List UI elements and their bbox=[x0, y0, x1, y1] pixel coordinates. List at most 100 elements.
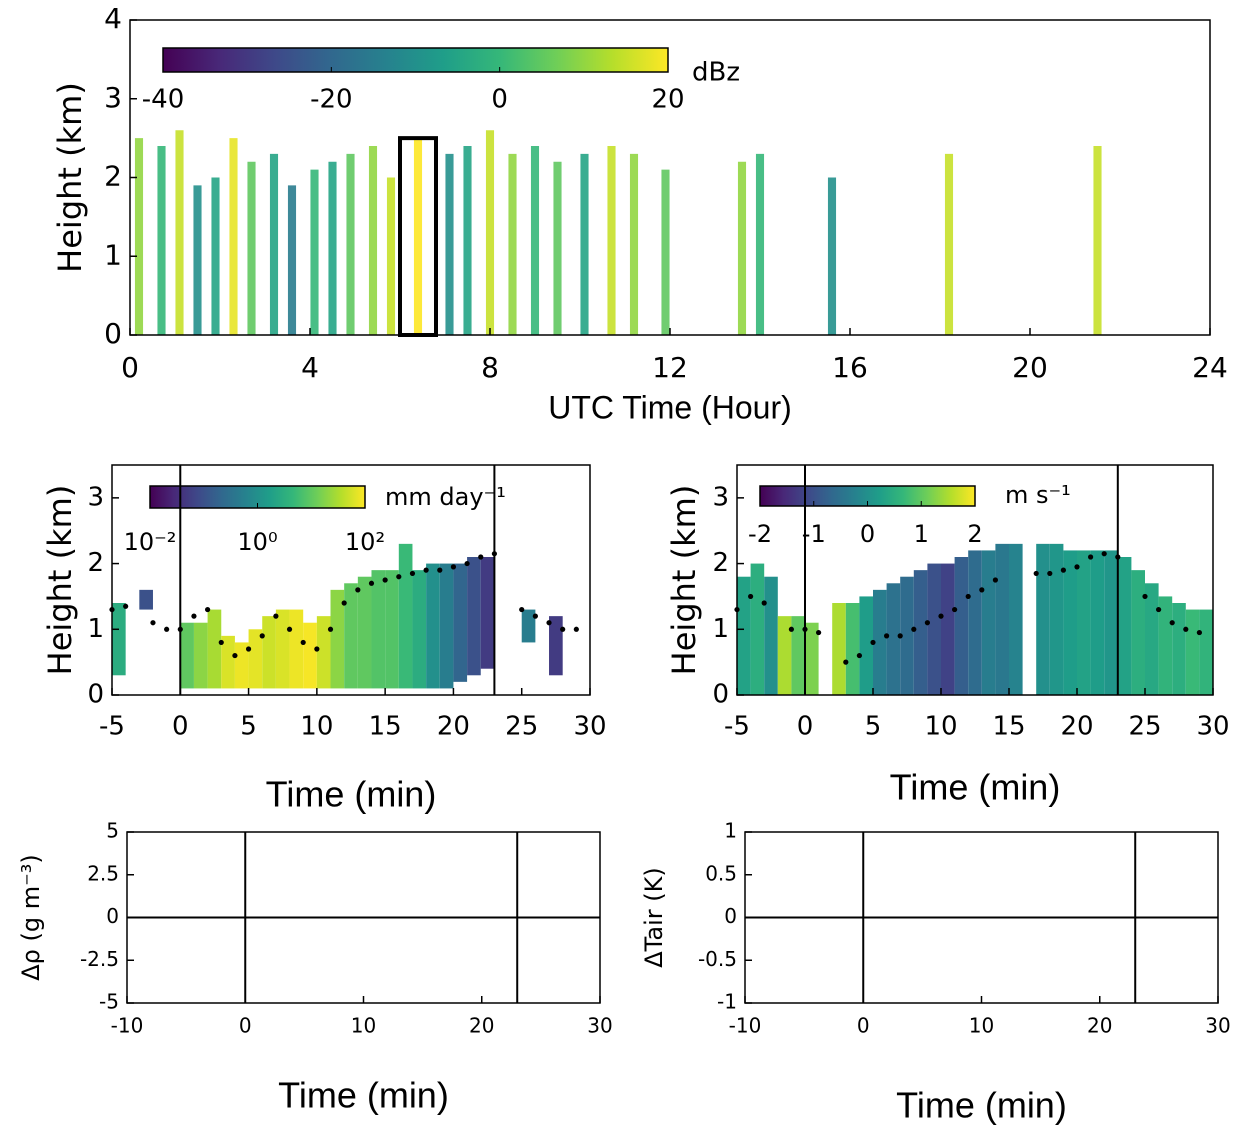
echo-column bbox=[508, 153, 517, 335]
x-tick-label: 10 bbox=[300, 712, 333, 742]
x-tick-label: 20 bbox=[1012, 351, 1048, 384]
axes-frame bbox=[111, 464, 591, 696]
echo-column bbox=[262, 616, 276, 689]
y-tick-label: 3 bbox=[87, 482, 104, 512]
echo-column bbox=[521, 609, 536, 643]
echo-column bbox=[248, 629, 263, 689]
x-tick-label: 8 bbox=[481, 351, 499, 384]
echo-column bbox=[412, 570, 427, 689]
echo-column bbox=[289, 609, 304, 689]
x-tick-label: -10 bbox=[111, 1014, 144, 1038]
colorbar-tick-label: 10⁰ bbox=[237, 528, 277, 556]
x-tick-label: 20 bbox=[469, 1014, 494, 1038]
y-tick-label: 5 bbox=[106, 819, 119, 843]
colorbar-label: m s⁻¹ bbox=[1005, 481, 1071, 509]
echo-column bbox=[344, 583, 358, 689]
x-tick-label: 0 bbox=[797, 712, 814, 742]
y-tick-label: 1 bbox=[724, 819, 737, 843]
x-tick-label: 12 bbox=[652, 351, 688, 384]
cloud-base-dot bbox=[560, 626, 566, 632]
echo-column bbox=[316, 616, 331, 689]
y-tick-label: 2 bbox=[87, 548, 104, 578]
y-tick-label: 1 bbox=[104, 238, 122, 271]
echo-column bbox=[485, 130, 495, 335]
cloud-base-dot bbox=[327, 626, 334, 632]
echo-column bbox=[1158, 596, 1173, 695]
cloud-base-dot bbox=[259, 633, 265, 639]
echo-column bbox=[371, 570, 386, 689]
cloud-base-dot bbox=[1156, 606, 1162, 613]
cloud-base-dot bbox=[965, 593, 971, 600]
colorbar-tick-label: 2 bbox=[967, 520, 982, 548]
cloud-base-dot bbox=[1060, 567, 1066, 573]
echo-column bbox=[1104, 550, 1118, 695]
y-axis-label: ΔTair (K) bbox=[640, 867, 668, 967]
x-tick-label: 5 bbox=[240, 712, 257, 742]
echo-column bbox=[330, 589, 345, 689]
echo-column bbox=[386, 177, 396, 335]
echo-column bbox=[845, 603, 860, 695]
cloud-base-dot bbox=[924, 620, 931, 626]
y-tick-label: 0 bbox=[106, 904, 119, 928]
x-tick-label: 30 bbox=[1205, 1014, 1230, 1038]
colorbar-label: mm day⁻¹ bbox=[385, 483, 506, 511]
echo-column bbox=[180, 622, 194, 689]
echo-column bbox=[207, 609, 222, 689]
echo-column bbox=[193, 185, 202, 335]
x-tick-label: 30 bbox=[573, 712, 606, 742]
y-axis-label: Height (km) bbox=[51, 82, 89, 273]
cloud-base-dot bbox=[532, 613, 538, 619]
x-axis-label: Time (min) bbox=[266, 774, 437, 815]
echo-column bbox=[629, 153, 639, 335]
y-tick-label: -0.5 bbox=[698, 947, 737, 971]
y-tick-label: 1 bbox=[87, 614, 104, 644]
y-tick-label: 0 bbox=[712, 680, 729, 710]
cloud-base-dot bbox=[355, 587, 361, 593]
x-tick-label: 0 bbox=[121, 351, 139, 384]
x-axis-label: UTC Time (Hour) bbox=[548, 389, 792, 425]
x-tick-label: -5 bbox=[724, 712, 750, 742]
colorbar-tick-label: 0 bbox=[860, 520, 875, 548]
cloud-base-dot bbox=[816, 629, 822, 636]
echo-column bbox=[859, 596, 873, 695]
y-tick-label: 2 bbox=[712, 548, 729, 578]
echo-column bbox=[954, 557, 969, 695]
echo-column bbox=[413, 138, 423, 335]
echo-column bbox=[580, 153, 589, 335]
cloud-base-dot bbox=[423, 567, 429, 573]
echo-column bbox=[247, 161, 256, 335]
x-tick-label: 15 bbox=[992, 712, 1025, 742]
x-tick-label: 25 bbox=[505, 712, 538, 742]
echo-column bbox=[805, 622, 819, 695]
cloud-base-dot bbox=[300, 639, 306, 646]
echo-column bbox=[981, 550, 996, 695]
x-tick-label: 24 bbox=[1192, 351, 1228, 384]
y-tick-label: 4 bbox=[104, 2, 122, 35]
x-tick-label: 20 bbox=[1060, 712, 1093, 742]
colorbar-tick-label: 10⁻² bbox=[124, 528, 177, 556]
echo-column bbox=[661, 169, 670, 335]
echo-column bbox=[439, 563, 454, 689]
echo-column bbox=[112, 603, 126, 676]
cloud-base-dot bbox=[1101, 551, 1107, 557]
echo-column bbox=[750, 563, 765, 695]
cloud-base-dot bbox=[409, 570, 416, 577]
cloud-base-dot bbox=[464, 560, 470, 567]
echo-column bbox=[737, 576, 751, 695]
echo-column bbox=[287, 185, 297, 335]
echo-column bbox=[553, 161, 562, 335]
cloud-base-dot bbox=[1142, 593, 1148, 600]
colorbar-tick-label: -20 bbox=[310, 85, 352, 115]
cloud-base-dot bbox=[396, 574, 402, 580]
cloud-base-dot bbox=[1196, 629, 1202, 636]
y-axis-label: Height (km) bbox=[665, 485, 703, 676]
echo-column bbox=[530, 146, 540, 335]
x-tick-label: 4 bbox=[301, 351, 319, 384]
echo-column bbox=[368, 146, 378, 335]
echo-column bbox=[873, 589, 887, 695]
x-tick-label: 0 bbox=[239, 1014, 252, 1038]
cloud-base-dot bbox=[437, 567, 443, 573]
echo-column bbox=[1185, 609, 1200, 695]
cloud-base-dot bbox=[245, 646, 252, 652]
